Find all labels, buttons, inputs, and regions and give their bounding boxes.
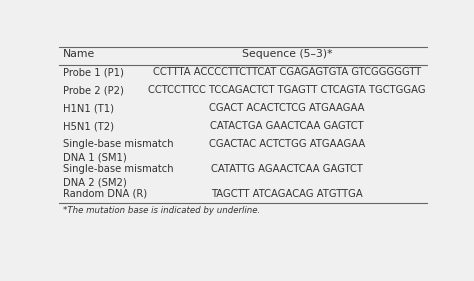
Text: H5N1 (T2): H5N1 (T2)	[63, 121, 114, 131]
Text: CGACTAC ACTCTGG ATGAAGAA: CGACTAC ACTCTGG ATGAAGAA	[209, 139, 365, 149]
Text: TAGCTT ATCAGACAG ATGTTGA: TAGCTT ATCAGACAG ATGTTGA	[211, 189, 363, 199]
Text: CCTTTA ACCCCTTCTTCAT CGAGAGTGTA GTCGGGGGTT: CCTTTA ACCCCTTCTTCAT CGAGAGTGTA GTCGGGGG…	[153, 67, 421, 77]
Text: Probe 2 (P2): Probe 2 (P2)	[63, 85, 124, 95]
Text: CGACT ACACTCTCG ATGAAGAA: CGACT ACACTCTCG ATGAAGAA	[209, 103, 365, 113]
Text: CATATTG AGAACTCAA GAGTCT: CATATTG AGAACTCAA GAGTCT	[211, 164, 363, 174]
Text: Probe 1 (P1): Probe 1 (P1)	[63, 67, 124, 77]
Text: Random DNA (R): Random DNA (R)	[63, 189, 147, 199]
Text: Sequence (5–3)*: Sequence (5–3)*	[242, 49, 332, 59]
Text: CCTCCTTCC TCCAGACTCT TGAGTT CTCAGTA TGCTGGAG: CCTCCTTCC TCCAGACTCT TGAGTT CTCAGTA TGCT…	[148, 85, 426, 95]
Text: Single-base mismatch
DNA 2 (SM2): Single-base mismatch DNA 2 (SM2)	[63, 164, 173, 187]
Text: H1N1 (T1): H1N1 (T1)	[63, 103, 114, 113]
Text: Single-base mismatch
DNA 1 (SM1): Single-base mismatch DNA 1 (SM1)	[63, 139, 173, 162]
Text: Name: Name	[63, 49, 95, 59]
Text: CATACTGA GAACTCAA GAGTCT: CATACTGA GAACTCAA GAGTCT	[210, 121, 364, 131]
Text: *The mutation base is indicated by underline.: *The mutation base is indicated by under…	[63, 206, 260, 215]
